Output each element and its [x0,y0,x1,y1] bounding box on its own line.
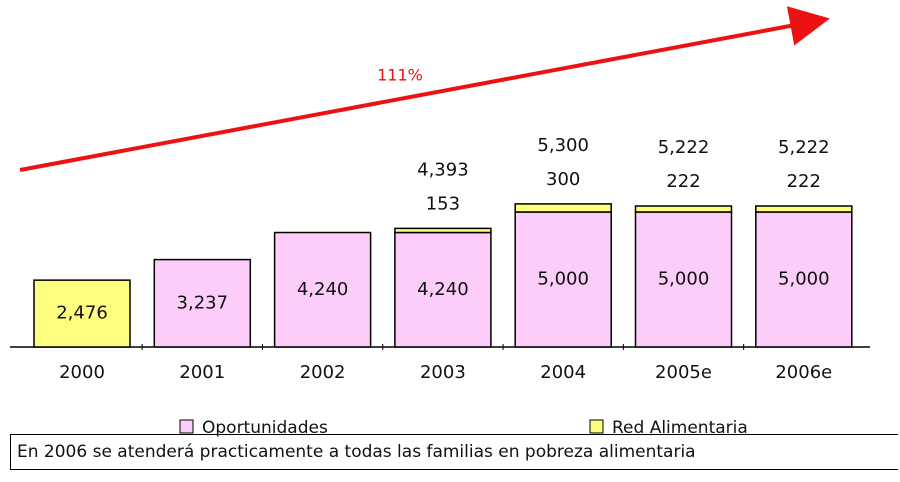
total-label: 5,300 [537,135,589,156]
x-tick-label: 2000 [59,362,105,383]
x-tick-label: 2004 [540,362,586,383]
value-label: 222 [666,171,700,192]
value-label: 4,240 [297,279,349,300]
total-label: 4,393 [417,159,469,180]
bar-segment [514,211,612,348]
total-label: 5,222 [658,137,710,158]
footnote: En 2006 se atenderá practicamente a toda… [10,434,898,470]
x-tick-label: 2005e [655,362,712,383]
total-label: 5,222 [778,137,830,158]
value-label: 5,000 [537,269,589,290]
legend-label: Oportunidades [202,418,328,438]
value-label: 3,237 [177,292,229,313]
legend-swatch [589,419,604,434]
growth-arrow [19,6,830,172]
bar-segment [634,205,733,213]
bar-segment [273,231,372,348]
bar-segment [33,279,131,348]
x-tick-label: 2002 [300,362,346,383]
bar-segment [755,205,853,213]
value-label: 300 [546,169,580,190]
value-label: 153 [426,193,460,214]
x-tick-label: 2001 [179,362,225,383]
x-tick-label: 2006e [775,362,832,383]
value-label: 222 [787,171,821,192]
legend-swatch [179,419,194,434]
bar-segment [394,227,492,234]
bar-segment [153,258,252,348]
annotation: 111% [377,66,423,85]
value-label: 5,000 [658,269,710,290]
value-label: 4,240 [417,279,469,300]
bar-segment [514,203,612,213]
value-label: 2,476 [56,303,108,324]
x-tick-label: 2003 [420,362,466,383]
legend-label: Red Alimentaria [612,418,748,438]
bar-segment [634,211,733,348]
value-label: 5,000 [778,269,830,290]
